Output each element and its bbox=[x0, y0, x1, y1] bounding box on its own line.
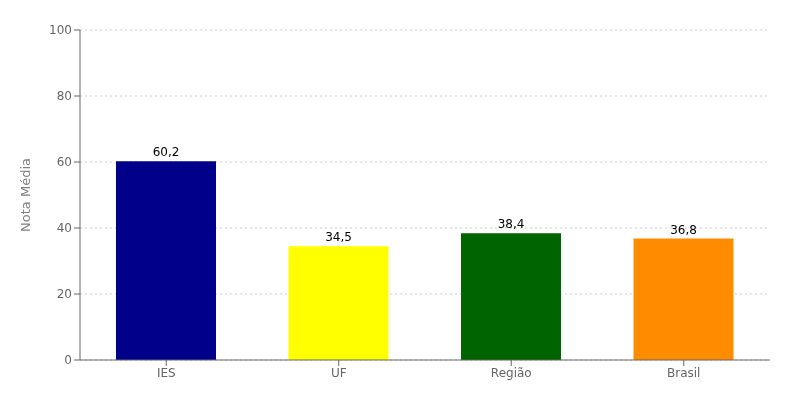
svg-text:80: 80 bbox=[57, 89, 72, 103]
svg-text:Região: Região bbox=[491, 366, 532, 380]
svg-text:0: 0 bbox=[64, 353, 72, 367]
svg-text:UF: UF bbox=[331, 366, 347, 380]
svg-text:IES: IES bbox=[157, 366, 176, 380]
svg-text:20: 20 bbox=[57, 287, 72, 301]
svg-text:38,4: 38,4 bbox=[498, 217, 525, 231]
svg-text:60: 60 bbox=[57, 155, 72, 169]
svg-text:40: 40 bbox=[57, 221, 72, 235]
svg-text:34,5: 34,5 bbox=[325, 230, 352, 244]
svg-text:60,2: 60,2 bbox=[153, 145, 180, 159]
svg-text:100: 100 bbox=[49, 23, 72, 37]
svg-text:Nota Média: Nota Média bbox=[18, 158, 33, 232]
svg-text:36,8: 36,8 bbox=[670, 223, 697, 237]
svg-text:Brasil: Brasil bbox=[667, 366, 700, 380]
